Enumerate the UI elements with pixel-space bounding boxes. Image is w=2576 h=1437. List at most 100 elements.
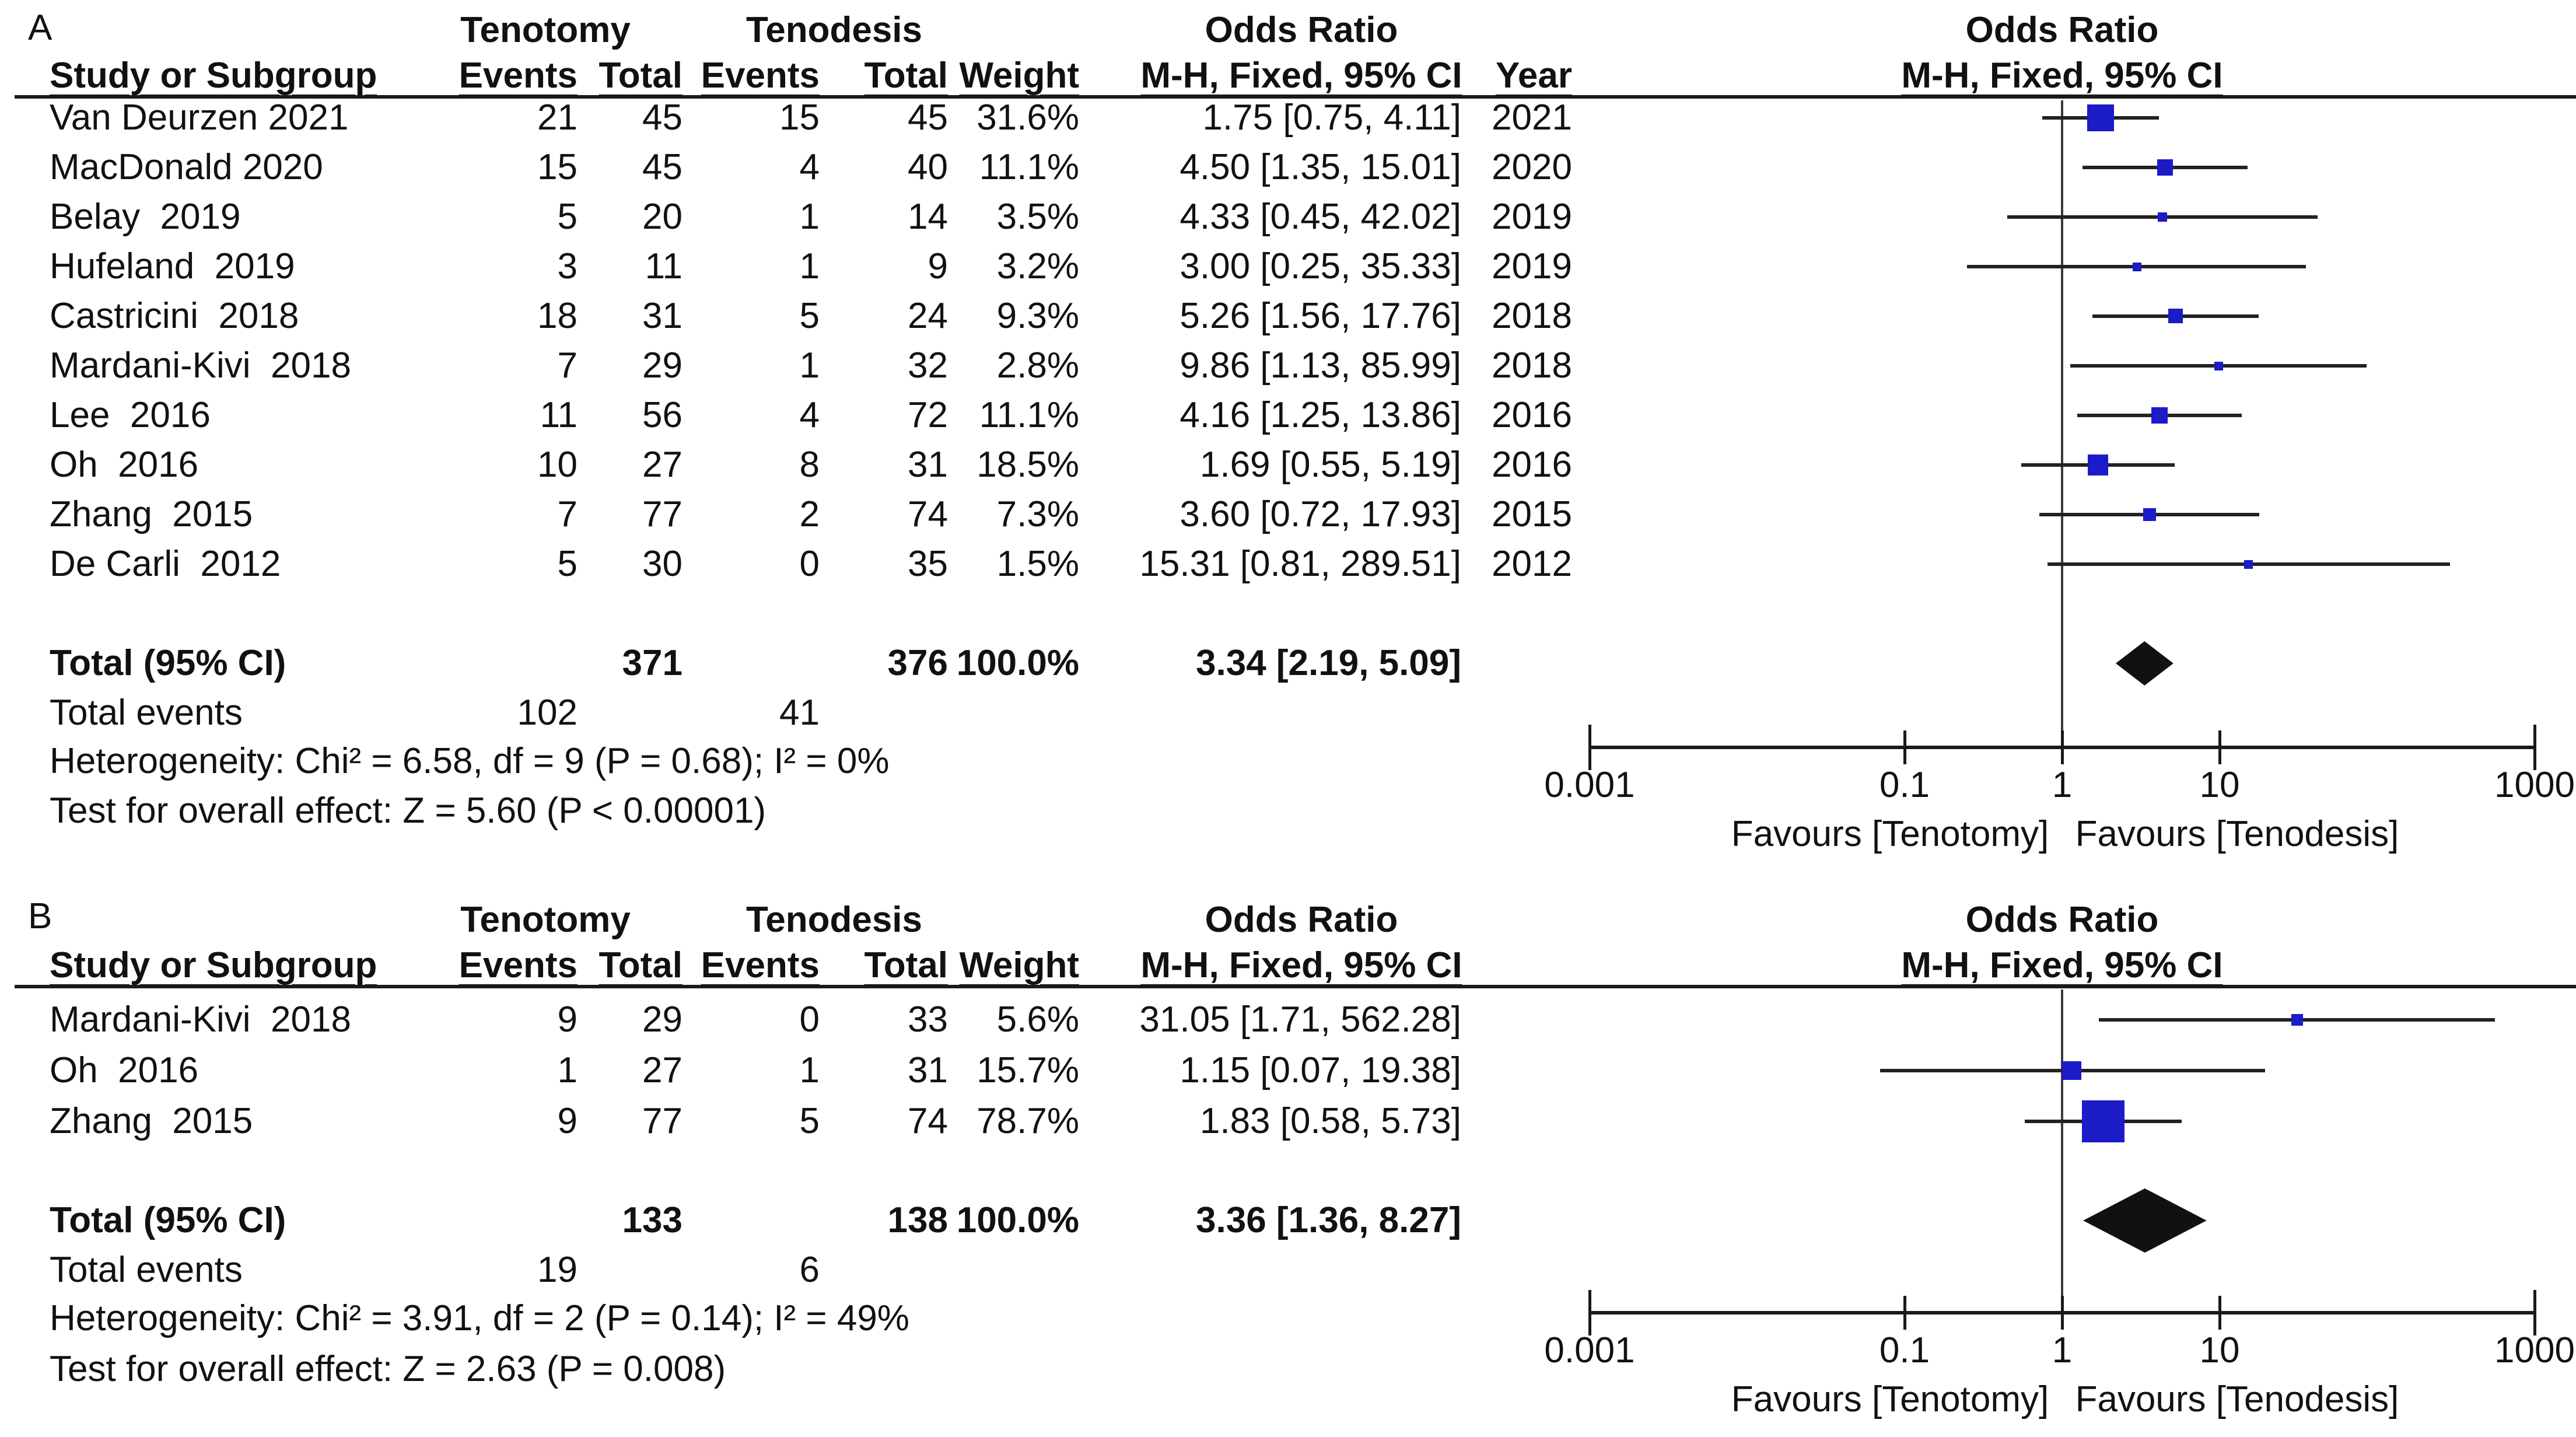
tenotomy-total: 45 bbox=[642, 97, 682, 138]
tenotomy-total: 29 bbox=[642, 999, 682, 1040]
tenotomy-total: 45 bbox=[642, 147, 682, 187]
x-axis-tick bbox=[2218, 1296, 2221, 1330]
weight-value: 11.1% bbox=[979, 395, 1079, 435]
total-weight: 100.0% bbox=[956, 643, 1079, 683]
plot-header-mh-ci: M-H, Fixed, 95% CI bbox=[1901, 945, 2223, 985]
year-value: 2015 bbox=[1492, 494, 1572, 534]
weight-value: 78.7% bbox=[977, 1101, 1079, 1141]
column-header-year: Year bbox=[1495, 55, 1572, 96]
tenodesis-total: 40 bbox=[908, 147, 948, 187]
tenodesis-total: 31 bbox=[908, 445, 948, 485]
tenodesis-events: 2 bbox=[799, 494, 820, 534]
tenodesis-total: 32 bbox=[908, 345, 948, 386]
odds-ratio-ci-text: 31.05 [1.71, 562.28] bbox=[1139, 999, 1461, 1040]
overall-effect-text: Test for overall effect: Z = 5.60 (P < 0… bbox=[50, 791, 766, 831]
no-effect-line bbox=[2061, 990, 2063, 1313]
odds-ratio-ci-text: 15.31 [0.81, 289.51] bbox=[1139, 544, 1461, 584]
column-header-events-tenodesis: Events bbox=[701, 55, 820, 96]
year-value: 2018 bbox=[1492, 345, 1572, 386]
odds-ratio-ci-text: 9.86 [1.13, 85.99] bbox=[1180, 345, 1461, 386]
heterogeneity-text: Heterogeneity: Chi² = 6.58, df = 9 (P = … bbox=[50, 741, 890, 781]
point-estimate-square bbox=[2087, 104, 2114, 132]
column-header-total-tenotomy: Total bbox=[598, 945, 683, 985]
weight-value: 1.5% bbox=[996, 544, 1079, 584]
total-label: Total (95% CI) bbox=[50, 643, 286, 683]
total-events-label: Total events bbox=[50, 1250, 243, 1290]
odds-ratio-ci-text: 1.69 [0.55, 5.19] bbox=[1199, 445, 1461, 485]
panel-b-label: B bbox=[28, 896, 52, 936]
x-axis-tick bbox=[1903, 730, 1906, 764]
column-header-events-tenotomy: Events bbox=[459, 55, 578, 96]
column-header-mh-ci: M-H, Fixed, 95% CI bbox=[1140, 55, 1462, 96]
tenodesis-events: 8 bbox=[799, 445, 820, 485]
tenodesis-total: 35 bbox=[908, 544, 948, 584]
total-tenotomy-n: 133 bbox=[622, 1200, 682, 1240]
tenodesis-events: 5 bbox=[799, 296, 820, 336]
tenodesis-events: 5 bbox=[799, 1101, 820, 1141]
x-axis-tick-label: 1000 bbox=[2494, 1330, 2575, 1370]
odds-ratio-ci-text: 4.33 [0.45, 42.02] bbox=[1180, 197, 1461, 237]
x-axis-tick-label: 10 bbox=[2199, 1330, 2240, 1370]
tenodesis-events: 1 bbox=[799, 246, 820, 286]
x-axis-tick-label: 0.1 bbox=[1879, 765, 1930, 805]
group-header-tenodesis: Tenodesis bbox=[746, 10, 923, 50]
x-axis-tick bbox=[1588, 1290, 1591, 1335]
study-name: Oh 2016 bbox=[50, 1050, 199, 1090]
plot-header-mh-ci: M-H, Fixed, 95% CI bbox=[1901, 55, 2223, 96]
tenodesis-events: 15 bbox=[779, 97, 820, 138]
column-header-events-tenotomy: Events bbox=[459, 945, 578, 985]
x-axis-tick-label: 1 bbox=[2052, 765, 2073, 805]
tenodesis-total: 33 bbox=[908, 999, 948, 1040]
tenodesis-events: 4 bbox=[799, 147, 820, 187]
tenotomy-total: 77 bbox=[642, 1101, 682, 1141]
x-axis-tick bbox=[2533, 1290, 2536, 1335]
column-header-odds-ratio: Odds Ratio bbox=[1205, 900, 1398, 940]
point-estimate-square bbox=[2143, 508, 2157, 522]
weight-value: 11.1% bbox=[979, 147, 1079, 187]
total-weight: 100.0% bbox=[956, 1200, 1079, 1240]
column-header-study: Study or Subgroup bbox=[50, 55, 377, 96]
tenodesis-total: 14 bbox=[908, 197, 948, 237]
study-name: MacDonald 2020 bbox=[50, 147, 323, 187]
overall-effect-text: Test for overall effect: Z = 2.63 (P = 0… bbox=[50, 1349, 726, 1389]
x-axis-tick-label: 10 bbox=[2199, 765, 2240, 805]
total-events-tenotomy: 102 bbox=[517, 693, 578, 733]
plot-header-odds-ratio: Odds Ratio bbox=[1965, 10, 2159, 50]
total-or-ci-text: 3.36 [1.36, 8.27] bbox=[1196, 1200, 1461, 1240]
study-name: De Carli 2012 bbox=[50, 544, 281, 584]
total-events-tenodesis: 6 bbox=[799, 1250, 820, 1290]
tenotomy-total: 30 bbox=[642, 544, 682, 584]
tenotomy-events: 21 bbox=[537, 97, 578, 138]
tenotomy-total: 11 bbox=[645, 246, 682, 286]
point-estimate-square bbox=[2214, 361, 2223, 370]
tenodesis-events: 1 bbox=[799, 345, 820, 386]
weight-value: 2.8% bbox=[996, 345, 1079, 386]
weight-value: 18.5% bbox=[977, 445, 1079, 485]
odds-ratio-ci-text: 1.75 [0.75, 4.11] bbox=[1202, 97, 1461, 138]
tenotomy-events: 5 bbox=[557, 197, 578, 237]
study-name: Oh 2016 bbox=[50, 445, 199, 485]
odds-ratio-ci-text: 1.83 [0.58, 5.73] bbox=[1199, 1101, 1461, 1141]
tenotomy-events: 11 bbox=[540, 395, 578, 435]
tenotomy-total: 27 bbox=[642, 1050, 682, 1090]
summary-diamond bbox=[2083, 1188, 2207, 1253]
point-estimate-square bbox=[2062, 1061, 2081, 1081]
point-estimate-square bbox=[2157, 159, 2174, 176]
tenotomy-total: 31 bbox=[642, 296, 682, 336]
column-header-mh-ci: M-H, Fixed, 95% CI bbox=[1140, 945, 1462, 985]
point-estimate-square bbox=[2158, 212, 2167, 222]
tenodesis-total: 74 bbox=[908, 1101, 948, 1141]
tenodesis-events: 0 bbox=[799, 544, 820, 584]
year-value: 2021 bbox=[1492, 97, 1572, 138]
x-axis-tick bbox=[2060, 730, 2064, 764]
tenodesis-events: 1 bbox=[799, 1050, 820, 1090]
point-estimate-square bbox=[2087, 454, 2109, 475]
weight-value: 31.6% bbox=[977, 97, 1079, 138]
favours-left-label: Favours [Tenotomy] bbox=[1731, 814, 2049, 854]
tenodesis-events: 4 bbox=[799, 395, 820, 435]
favours-left-label: Favours [Tenotomy] bbox=[1731, 1379, 2049, 1419]
tenotomy-events: 9 bbox=[557, 1101, 578, 1141]
total-tenodesis-n: 138 bbox=[887, 1200, 948, 1240]
column-header-weight: Weight bbox=[959, 945, 1080, 985]
